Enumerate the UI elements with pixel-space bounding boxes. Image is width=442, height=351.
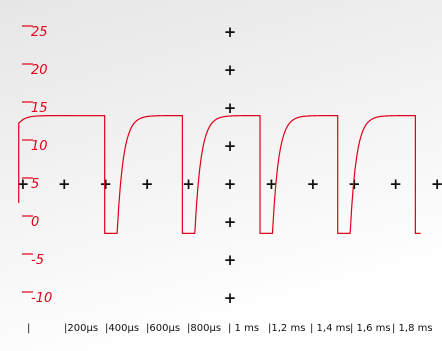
grid-cross-marker: + [224,99,237,117]
grid-cross-marker: + [141,175,154,193]
grid-cross-marker: + [224,61,237,79]
y-tick-label: 0 [31,215,39,230]
grid-cross-marker: + [17,175,30,193]
y-axis-labels: 25 20 15 10 5 0 -5 -10 [22,25,52,306]
x-tick-label: |1,2 ms [268,323,305,334]
y-tick-label: 10 [31,139,48,154]
grid-cross-marker: + [265,175,278,193]
y-tick-label: -5 [31,253,44,268]
grid-cross-marker: + [307,175,320,193]
y-tick-label: -10 [31,291,52,306]
grid-cross-marker: + [58,175,71,193]
grid-cross-marker: + [99,175,112,193]
grid-cross-marker: + [224,289,237,307]
grid-cross-marker: + [224,251,237,269]
grid-cross-marker: + [224,175,237,193]
grid-cross-marker: + [431,175,442,193]
trace-layer [18,114,421,234]
y-tick-label: 5 [31,177,39,192]
x-tick-label: | 1,6 ms [350,323,391,334]
x-tick-label: | 1,8 ms [392,323,433,334]
grid-cross-marker: + [224,213,237,231]
grid-cross-marker: + [224,23,237,41]
x-tick-label: | 1,4 ms [310,323,351,334]
grid-cross-marker: + [224,137,237,155]
x-tick-label: |800µs [187,323,221,334]
x-axis-labels: | |200µs |400µs |600µs |800µs | 1 ms |1,2 ms | … [27,323,433,334]
x-tick-label: | 1 ms [228,323,259,334]
x-tick-label: |600µs [146,323,180,334]
grid-cross-marker: + [348,175,361,193]
x-tick-label: |200µs [64,323,98,334]
y-tick-label: 15 [31,101,48,116]
x-tick-label: |400µs [105,323,139,334]
grid-markers: + + + + + + + + + + + + + + + + + + [17,23,442,307]
grid-cross-marker: + [389,175,402,193]
grid-cross-marker: + [182,175,195,193]
signal-trace [18,114,421,234]
x-tick-label: | [27,323,30,334]
y-tick-label: 25 [31,25,48,40]
y-tick-label: 20 [31,63,48,78]
